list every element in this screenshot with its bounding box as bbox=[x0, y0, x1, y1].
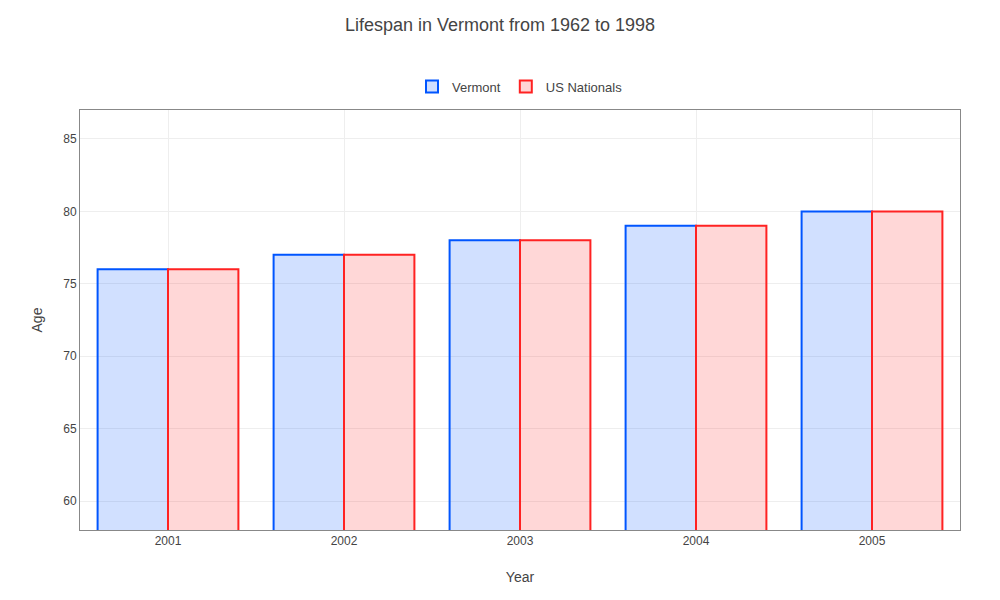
svg-text:Year: Year bbox=[506, 569, 535, 585]
svg-text:Lifespan in Vermont from 1962: Lifespan in Vermont from 1962 to 1998 bbox=[345, 15, 655, 35]
svg-text:70: 70 bbox=[63, 349, 77, 363]
svg-text:2004: 2004 bbox=[683, 534, 710, 548]
svg-text:Age: Age bbox=[29, 307, 45, 332]
svg-text:Vermont: Vermont bbox=[452, 80, 501, 95]
svg-text:2003: 2003 bbox=[507, 534, 534, 548]
svg-text:80: 80 bbox=[63, 205, 77, 219]
svg-text:2002: 2002 bbox=[331, 534, 358, 548]
svg-text:60: 60 bbox=[63, 494, 77, 508]
svg-text:65: 65 bbox=[63, 422, 77, 436]
svg-text:75: 75 bbox=[63, 277, 77, 291]
svg-text:85: 85 bbox=[63, 132, 77, 146]
svg-text:US Nationals: US Nationals bbox=[546, 80, 622, 95]
svg-text:2001: 2001 bbox=[155, 534, 182, 548]
svg-text:2005: 2005 bbox=[859, 534, 886, 548]
